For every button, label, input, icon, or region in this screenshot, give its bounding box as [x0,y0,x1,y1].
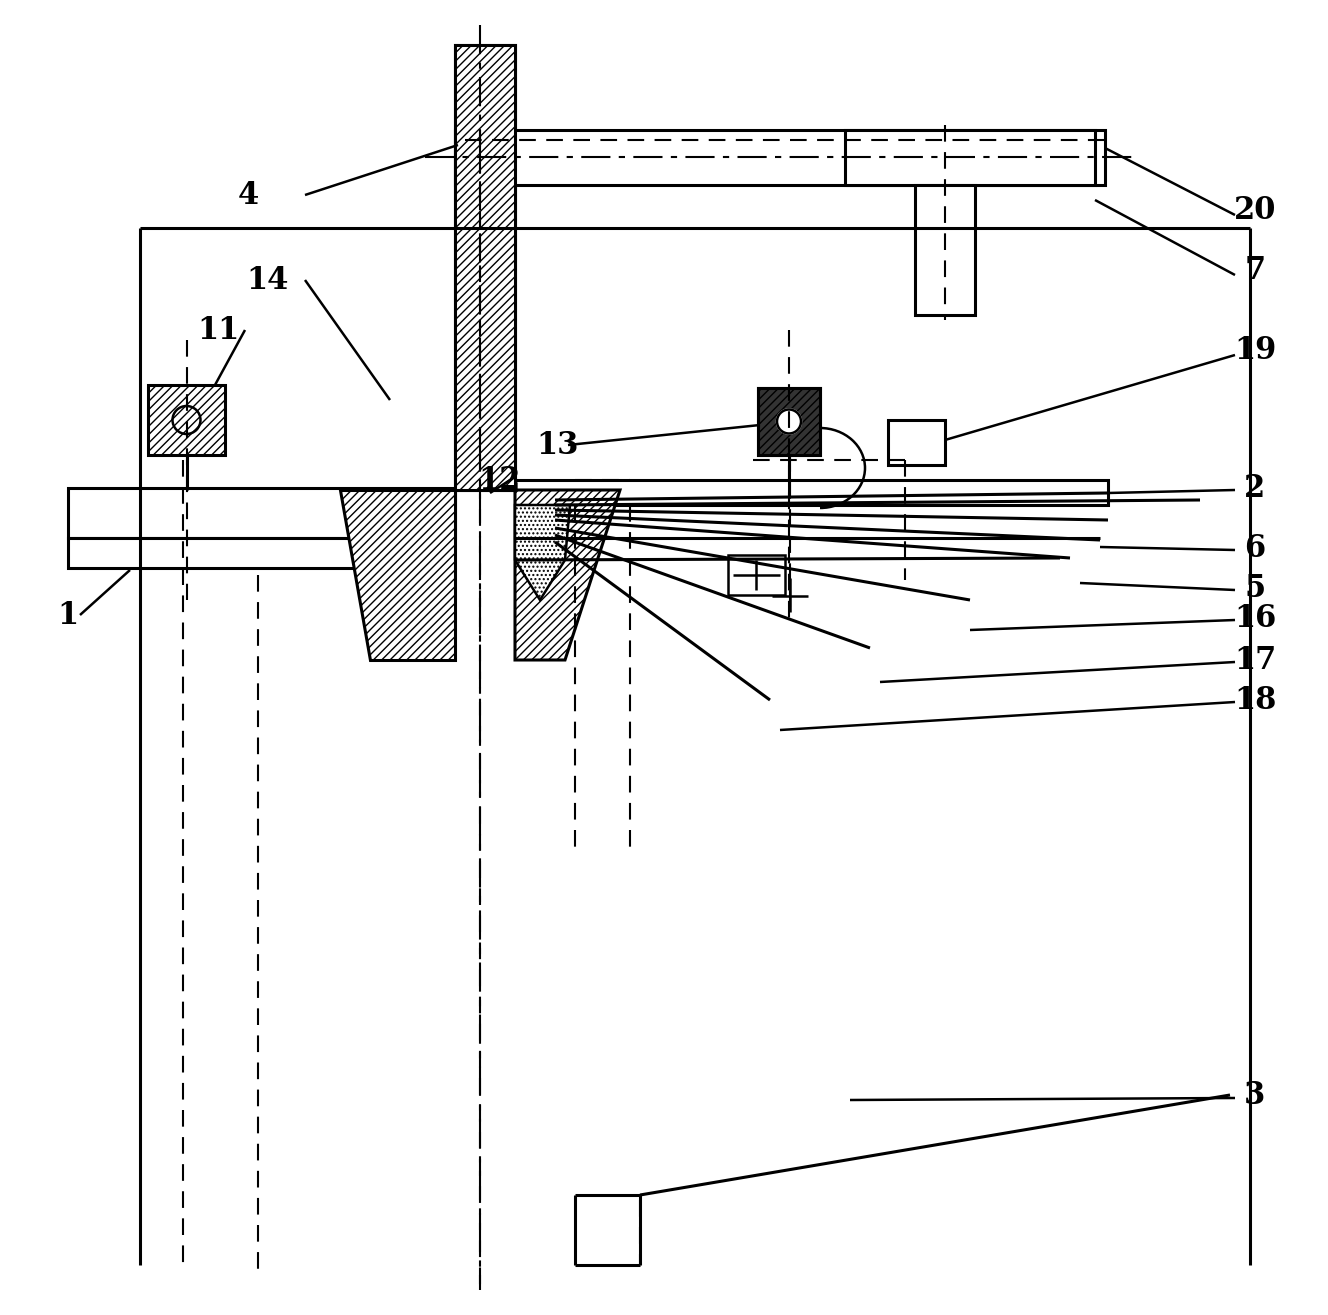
Bar [147,385,224,455]
Text: 1: 1 [57,600,78,630]
Polygon shape [515,505,570,600]
Text: 17: 17 [1234,644,1276,676]
Bar [845,130,1096,185]
Text: 6: 6 [1244,533,1266,564]
Bar [758,388,819,455]
Bar [888,419,946,466]
Bar [456,45,515,490]
Polygon shape [515,490,620,660]
Bar [456,45,515,490]
Bar [728,555,785,594]
Text: 12: 12 [479,464,521,496]
Text: 5: 5 [1244,572,1266,604]
Polygon shape [340,490,456,660]
Text: 20: 20 [1234,195,1276,225]
Circle shape [777,409,801,434]
Bar [456,130,1105,185]
Bar [456,45,515,490]
Text: 16: 16 [1234,602,1276,634]
Text: 7: 7 [1244,255,1266,285]
Bar [68,538,414,568]
Bar [915,185,975,316]
Text: 13: 13 [537,430,579,460]
Text: 14: 14 [247,264,290,296]
Bar [456,45,515,490]
Bar [758,388,819,455]
Bar [68,488,456,538]
Bar [147,385,224,455]
Bar [515,480,1108,505]
Text: 19: 19 [1234,334,1276,366]
Bar [758,388,819,455]
Text: 3: 3 [1244,1080,1266,1110]
Text: 11: 11 [197,314,239,346]
Text: 2: 2 [1244,472,1266,504]
Text: 18: 18 [1234,685,1276,715]
Text: 4: 4 [238,180,259,210]
